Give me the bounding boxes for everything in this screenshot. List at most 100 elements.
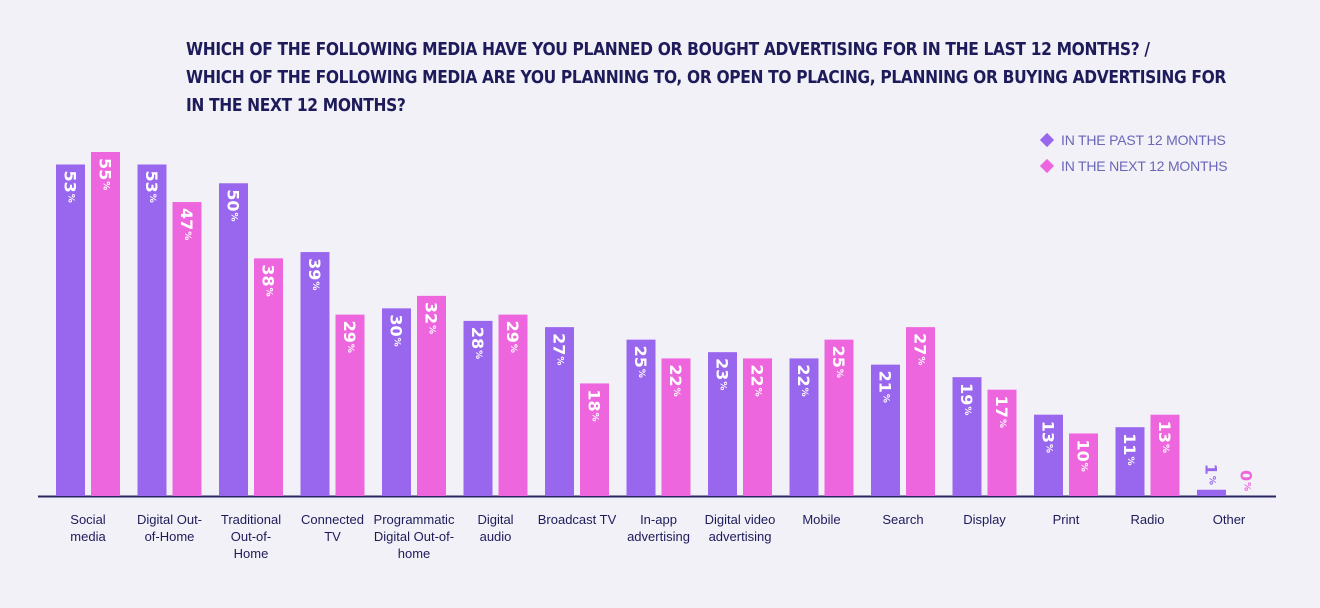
data-label: 22% bbox=[748, 364, 767, 396]
data-label-text: 0% bbox=[1237, 470, 1256, 491]
bar-past bbox=[137, 164, 167, 496]
data-label-text: 13% bbox=[1156, 421, 1175, 453]
data-label-text: 55% bbox=[96, 158, 115, 190]
data-label: 39% bbox=[306, 258, 325, 290]
data-label-text: 10% bbox=[1074, 439, 1093, 471]
category-label: Digital Out-of-Home bbox=[137, 512, 202, 544]
bar-past bbox=[789, 358, 819, 496]
data-label-text: 32% bbox=[422, 302, 441, 334]
data-label: 11% bbox=[1121, 433, 1140, 465]
data-label-text: 11% bbox=[1121, 433, 1140, 465]
bar-next bbox=[172, 202, 202, 496]
data-label: 27% bbox=[911, 333, 930, 365]
data-label-text: 30% bbox=[387, 314, 406, 346]
category-label: Traditional Out-of-Home bbox=[221, 512, 281, 561]
data-label-text: 27% bbox=[550, 333, 569, 365]
data-label-text: 29% bbox=[504, 321, 523, 353]
bar-past bbox=[219, 183, 248, 497]
data-label-text: 1% bbox=[1202, 464, 1221, 485]
data-label: 28% bbox=[469, 327, 488, 359]
bar-past bbox=[300, 252, 330, 496]
data-label: 53% bbox=[61, 171, 80, 203]
data-label: 25% bbox=[632, 346, 651, 378]
data-label: 25% bbox=[830, 346, 849, 378]
data-label: 55% bbox=[96, 158, 115, 190]
bar-past bbox=[952, 377, 982, 496]
bar-past bbox=[545, 327, 574, 496]
data-label: 19% bbox=[958, 383, 977, 415]
category-label: Digital video advertising bbox=[705, 512, 776, 544]
data-label: 29% bbox=[341, 321, 360, 353]
bar-next bbox=[906, 327, 935, 496]
data-label-text: 47% bbox=[178, 208, 197, 240]
data-label-text: 29% bbox=[341, 321, 360, 353]
data-label: 17% bbox=[993, 396, 1012, 428]
bar-next bbox=[1150, 414, 1180, 496]
legend-item-next: IN THE NEXT 12 MONTHS bbox=[1039, 153, 1228, 179]
data-label-text: 50% bbox=[224, 189, 243, 221]
bar-past bbox=[463, 320, 493, 496]
data-label: 1% bbox=[1202, 464, 1221, 485]
data-label-text: 17% bbox=[993, 396, 1012, 428]
data-label-text: 22% bbox=[795, 364, 814, 396]
data-label: 18% bbox=[585, 389, 604, 421]
data-label: 29% bbox=[504, 321, 523, 353]
category-label: Display bbox=[963, 512, 1006, 527]
bar-next bbox=[498, 314, 528, 496]
legend-label-next: IN THE NEXT 12 MONTHS bbox=[1061, 158, 1228, 174]
bar-past bbox=[1034, 414, 1063, 496]
bar-past bbox=[626, 339, 656, 496]
data-label-text: 19% bbox=[958, 383, 977, 415]
category-label: Print bbox=[1053, 512, 1080, 527]
data-label: 53% bbox=[143, 171, 162, 203]
data-label-text: 21% bbox=[876, 371, 895, 403]
data-label: 13% bbox=[1156, 421, 1175, 453]
category-label: Radio bbox=[1131, 512, 1165, 527]
bar-past bbox=[382, 308, 411, 496]
category-label: In-app advertising bbox=[627, 512, 690, 544]
legend-label-past: IN THE PAST 12 MONTHS bbox=[1061, 132, 1226, 148]
bar-next bbox=[91, 152, 120, 496]
data-label: 13% bbox=[1039, 421, 1058, 453]
title-line-3: IN THE NEXT 12 MONTHS? bbox=[186, 95, 406, 116]
data-label: 22% bbox=[795, 364, 814, 396]
bar-next bbox=[254, 258, 283, 496]
data-label-text: 39% bbox=[306, 258, 325, 290]
bar-next bbox=[417, 295, 446, 496]
data-label: 21% bbox=[876, 371, 895, 403]
category-label: Digital audio bbox=[477, 512, 513, 544]
data-label-text: 25% bbox=[830, 346, 849, 378]
bar-next bbox=[743, 358, 772, 496]
data-label: 27% bbox=[550, 333, 569, 365]
bar-next bbox=[824, 339, 854, 496]
bar-next bbox=[1069, 433, 1098, 496]
category-label: Programmatic Digital Out-of-home bbox=[374, 512, 455, 561]
bar-past bbox=[1197, 489, 1226, 496]
data-label-text: 13% bbox=[1039, 421, 1058, 453]
bar-next bbox=[335, 314, 365, 496]
bar-past bbox=[1115, 427, 1145, 496]
title-line-2: WHICH OF THE FOLLOWING MEDIA ARE YOU PLA… bbox=[186, 67, 1226, 88]
data-label-text: 25% bbox=[632, 346, 651, 378]
data-label-text: 23% bbox=[713, 358, 732, 390]
data-label-text: 18% bbox=[585, 389, 604, 421]
bar-next bbox=[580, 383, 609, 496]
bar-past bbox=[871, 364, 900, 496]
category-label: Connected TV bbox=[301, 512, 364, 544]
data-label: 22% bbox=[667, 364, 686, 396]
title-line-1: WHICH OF THE FOLLOWING MEDIA HAVE YOU PL… bbox=[186, 39, 1150, 60]
data-label: 38% bbox=[259, 264, 278, 296]
bar-next bbox=[661, 358, 691, 496]
data-label-text: 22% bbox=[748, 364, 767, 396]
data-label-text: 22% bbox=[667, 364, 686, 396]
data-label: 47% bbox=[178, 208, 197, 240]
data-label: 0% bbox=[1237, 470, 1256, 491]
bar-next bbox=[987, 389, 1017, 496]
data-label-text: 53% bbox=[143, 171, 162, 203]
data-label: 30% bbox=[387, 314, 406, 346]
category-label: Mobile bbox=[802, 512, 840, 527]
data-label: 10% bbox=[1074, 439, 1093, 471]
category-label: Social media bbox=[70, 512, 106, 544]
bar-past bbox=[708, 352, 737, 496]
data-label-text: 38% bbox=[259, 264, 278, 296]
